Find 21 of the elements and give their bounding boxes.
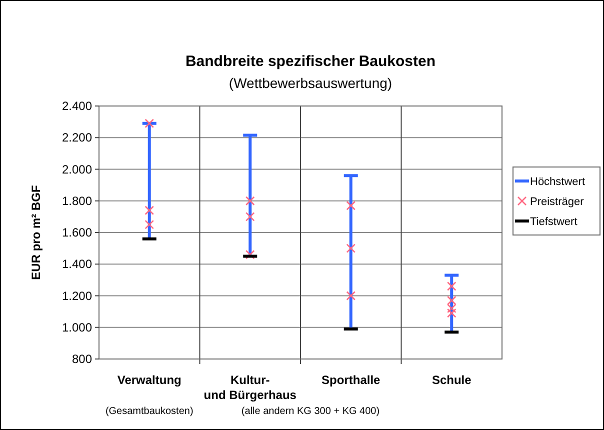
- y-axis-title: EUR pro m² BGF: [29, 185, 43, 280]
- x-tick-label: Verwaltung: [117, 373, 182, 387]
- chart-title: Bandbreite spezifischer Baukosten: [185, 53, 436, 70]
- x-tick-label: Sporthalle: [322, 373, 381, 387]
- x-tick-label: Kultur- und Bürgerhaus: [204, 373, 297, 402]
- legend-label: Preisträger: [530, 196, 584, 208]
- y-tick-label: 1.400: [62, 257, 92, 272]
- y-tick-label: 1.600: [62, 226, 92, 240]
- x-tick-label: Schule: [432, 373, 472, 387]
- text: (alle andern KG 300 + KG 400): [241, 406, 380, 417]
- y-tick-label: 1.000: [62, 320, 92, 334]
- y-tick-label: 2.000: [62, 162, 92, 176]
- legend-label: Höchstwert: [530, 176, 586, 188]
- y-tick-label: 1.800: [62, 194, 92, 208]
- y-tick-label: 800: [72, 352, 92, 366]
- text: (Gesamtbaukosten): [105, 406, 194, 417]
- legend-label: Tiefstwert: [530, 216, 578, 228]
- y-tick-label: 1.200: [62, 288, 92, 303]
- y-tick-label: 2.400: [62, 99, 92, 113]
- chart-subtitle: (Wettbewerbsauswertung): [228, 75, 392, 91]
- y-tick-label: 2.200: [62, 130, 92, 145]
